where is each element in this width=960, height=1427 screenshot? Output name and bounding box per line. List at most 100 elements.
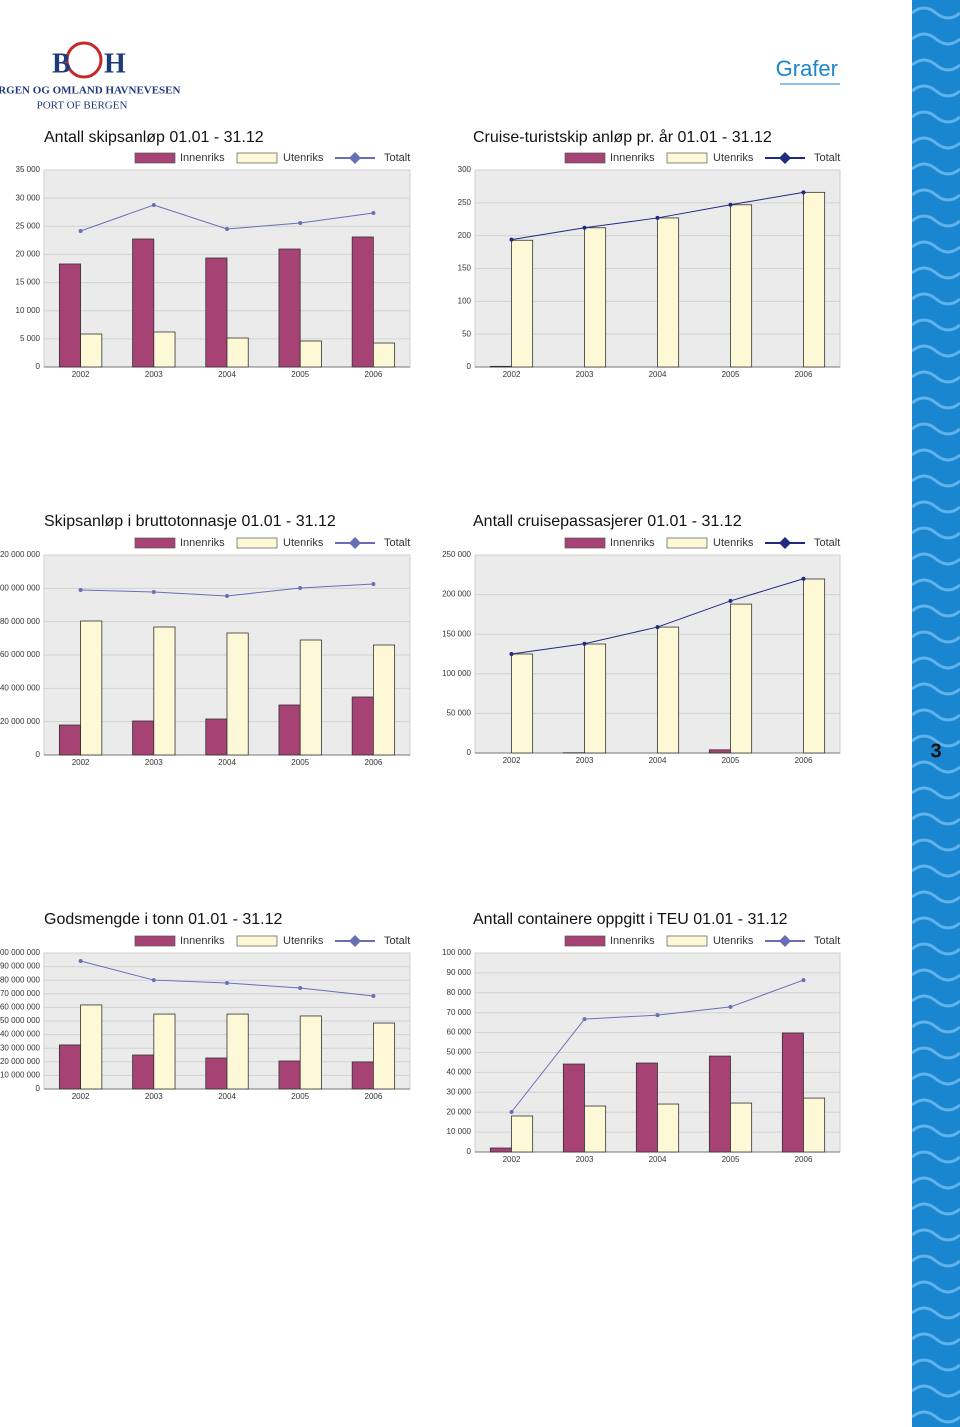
- bar: [372, 1022, 396, 1090]
- total-marker: [728, 598, 733, 603]
- y-tick-label: 35 000: [16, 165, 41, 174]
- y-tick-label: 150 000: [442, 629, 471, 638]
- y-tick-label: 150: [458, 264, 472, 273]
- y-tick-label: 60 000 000: [0, 1003, 41, 1012]
- page-number: 3: [930, 740, 941, 762]
- x-tick-label: 2004: [649, 1155, 667, 1164]
- side-strip: [912, 0, 960, 1427]
- total-marker: [728, 202, 733, 207]
- y-tick-label: 80 000 000: [0, 975, 41, 984]
- legend-label: Utenriks: [713, 935, 754, 947]
- bar: [351, 696, 374, 756]
- bar: [708, 749, 731, 754]
- total-marker: [78, 229, 83, 234]
- bar: [153, 626, 176, 756]
- logo-name: BERGEN OG OMLAND HAVNEVESEN: [0, 85, 181, 97]
- legend-label: Totalt: [384, 537, 410, 549]
- y-tick-label: 100: [458, 296, 472, 305]
- legend-label: Utenriks: [283, 152, 324, 164]
- y-tick-label: 40 000 000: [0, 683, 41, 692]
- bar: [372, 342, 396, 368]
- x-tick-label: 2005: [722, 756, 740, 765]
- total-marker: [655, 215, 660, 220]
- total-marker: [509, 1110, 514, 1115]
- bar: [132, 720, 155, 756]
- bar: [489, 365, 512, 368]
- legend-swatch: [134, 935, 176, 947]
- bar: [205, 718, 228, 756]
- total-marker: [298, 985, 303, 990]
- bar: [153, 1013, 176, 1090]
- y-tick-label: 100 000 000: [0, 948, 41, 957]
- bar: [299, 1015, 322, 1090]
- logo-letter: H: [104, 48, 126, 79]
- legend-label: Utenriks: [713, 152, 754, 164]
- x-tick-label: 2003: [145, 370, 163, 379]
- total-marker: [371, 211, 376, 216]
- bar: [803, 1097, 826, 1153]
- legend-label: Innenriks: [610, 935, 655, 947]
- y-tick-label: 0: [36, 750, 41, 759]
- y-tick-label: 80 000 000: [0, 617, 41, 626]
- chart: Antall containere oppgitt i TEU 01.01 - …: [442, 911, 841, 1164]
- bar: [278, 1060, 301, 1090]
- y-tick-label: 100 000: [442, 948, 471, 957]
- x-tick-label: 2004: [649, 370, 667, 379]
- y-tick-label: 10 000 000: [0, 1071, 41, 1080]
- legend-swatch: [236, 935, 278, 947]
- total-marker: [728, 1004, 733, 1009]
- legend-marker: [349, 152, 361, 164]
- y-tick-label: 250: [458, 198, 472, 207]
- y-tick-label: 40 000: [447, 1068, 472, 1077]
- bar: [657, 217, 680, 368]
- y-tick-label: 30 000: [16, 193, 41, 202]
- legend-label: Innenriks: [180, 537, 225, 549]
- bar: [153, 331, 176, 368]
- y-tick-label: 5 000: [20, 334, 41, 343]
- total-marker: [655, 625, 660, 630]
- bar: [80, 620, 103, 756]
- chart-title: Cruise-turistskip anløp pr. år 01.01 - 3…: [473, 128, 772, 146]
- bar: [489, 1147, 512, 1153]
- logo-ring: [65, 41, 103, 79]
- total-marker: [151, 203, 156, 208]
- legend-swatch: [666, 152, 708, 164]
- bar: [278, 704, 301, 756]
- bar: [205, 1057, 228, 1090]
- legend-marker: [779, 935, 791, 947]
- x-tick-label: 2005: [722, 1155, 740, 1164]
- y-tick-label: 100 000 000: [0, 583, 41, 592]
- y-tick-label: 10 000: [16, 306, 41, 315]
- bar: [351, 1061, 374, 1090]
- total-marker: [582, 225, 587, 230]
- bar: [803, 191, 826, 368]
- y-tick-label: 70 000 000: [0, 989, 41, 998]
- y-tick-label: 30 000 000: [0, 1043, 41, 1052]
- y-tick-label: 80 000: [447, 988, 472, 997]
- bar: [511, 653, 534, 754]
- bar: [803, 578, 826, 754]
- x-tick-label: 2005: [722, 370, 740, 379]
- y-tick-label: 10 000: [447, 1127, 472, 1136]
- x-tick-label: 2004: [218, 758, 236, 767]
- x-tick-label: 2002: [72, 370, 90, 379]
- legend-label: Totalt: [384, 935, 410, 947]
- y-tick-label: 200 000: [442, 590, 471, 599]
- bar: [511, 239, 534, 368]
- y-tick-label: 100 000: [442, 669, 471, 678]
- x-tick-label: 2006: [365, 1092, 383, 1101]
- logo-letter: B: [52, 48, 71, 79]
- legend-marker: [349, 935, 361, 947]
- legend-label: Utenriks: [283, 537, 324, 549]
- legend-label: Totalt: [814, 935, 840, 947]
- legend-marker: [349, 537, 361, 549]
- y-tick-label: 50 000: [447, 1048, 472, 1057]
- legend-swatch: [134, 152, 176, 164]
- legend-swatch: [236, 537, 278, 549]
- bar: [58, 263, 82, 368]
- x-tick-label: 2006: [795, 370, 813, 379]
- x-tick-label: 2003: [145, 758, 163, 767]
- bar: [226, 632, 249, 756]
- bar: [80, 1004, 103, 1090]
